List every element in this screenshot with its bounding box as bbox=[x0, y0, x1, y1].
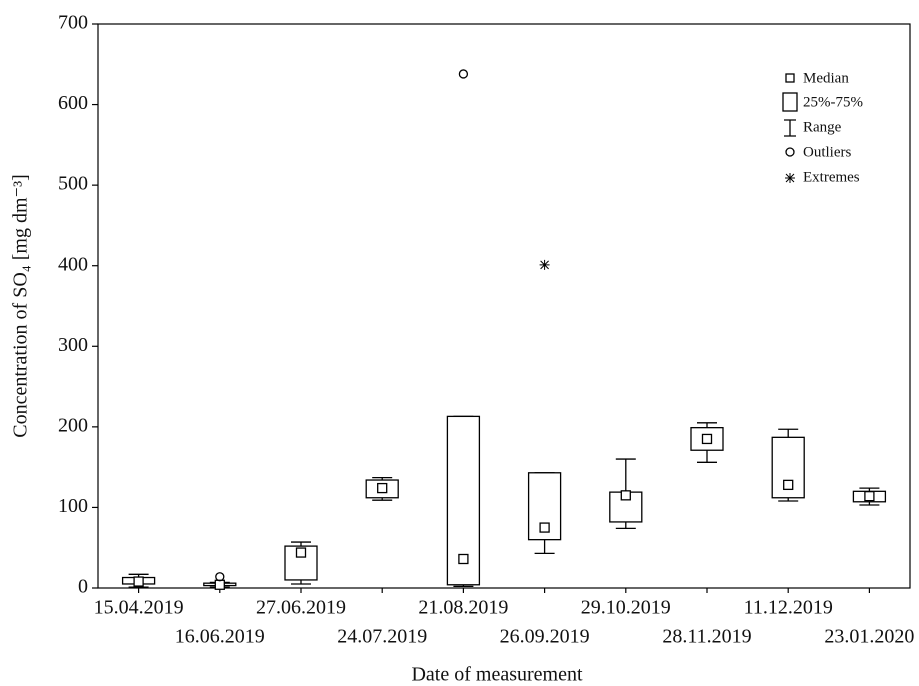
legend-label: 25%-75% bbox=[803, 94, 863, 110]
legend-symbol bbox=[785, 147, 795, 157]
y-tick-label: 500 bbox=[58, 173, 88, 195]
y-tick-label: 400 bbox=[58, 253, 88, 275]
median bbox=[133, 576, 144, 587]
x-tick-label: 28.11.2019 bbox=[662, 626, 751, 648]
legend-label: Extremes bbox=[803, 169, 860, 185]
median bbox=[458, 553, 469, 565]
legend-label: Median bbox=[803, 70, 849, 86]
median bbox=[539, 522, 550, 533]
x-tick-label: 27.06.2019 bbox=[256, 597, 346, 619]
legend-label: Range bbox=[803, 119, 842, 135]
median bbox=[377, 482, 388, 494]
y-tick-label: 600 bbox=[58, 92, 88, 114]
median bbox=[620, 490, 631, 501]
median bbox=[214, 579, 225, 590]
x-tick-label: 16.06.2019 bbox=[175, 626, 265, 648]
legend-label: Outliers bbox=[803, 144, 851, 160]
x-axis-label: Date of measurement bbox=[411, 664, 582, 686]
x-tick-label: 24.07.2019 bbox=[337, 626, 427, 648]
extreme bbox=[539, 259, 550, 270]
legend-symbol bbox=[785, 173, 795, 183]
y-tick-label: 700 bbox=[58, 12, 88, 34]
legend-symbol bbox=[782, 92, 798, 112]
y-tick-label: 200 bbox=[58, 414, 88, 436]
median bbox=[864, 490, 875, 502]
median bbox=[295, 547, 307, 558]
legend-symbol bbox=[785, 73, 795, 83]
x-tick-label: 26.09.2019 bbox=[500, 626, 590, 648]
x-tick-label: 29.10.2019 bbox=[581, 597, 671, 619]
outlier bbox=[458, 69, 469, 79]
y-tick-label: 100 bbox=[58, 495, 88, 517]
x-tick-label: 11.12.2019 bbox=[744, 597, 833, 619]
outlier bbox=[215, 572, 225, 582]
x-tick-label: 15.04.2019 bbox=[94, 597, 184, 619]
median bbox=[701, 433, 713, 445]
median bbox=[783, 479, 794, 491]
y-tick-label: 300 bbox=[58, 334, 88, 356]
legend: Median 25%-75% Range Outliers Extremes bbox=[782, 70, 863, 185]
y-tick-label: 0 bbox=[78, 576, 88, 598]
legend-symbol bbox=[784, 119, 796, 137]
x-tick-label: 23.01.2020 bbox=[824, 626, 914, 648]
plot-frame bbox=[97, 23, 911, 589]
x-tick-label: 21.08.2019 bbox=[418, 597, 508, 619]
y-axis-label: Concentration of SO₄ [mg dm⁻³] bbox=[10, 174, 32, 438]
